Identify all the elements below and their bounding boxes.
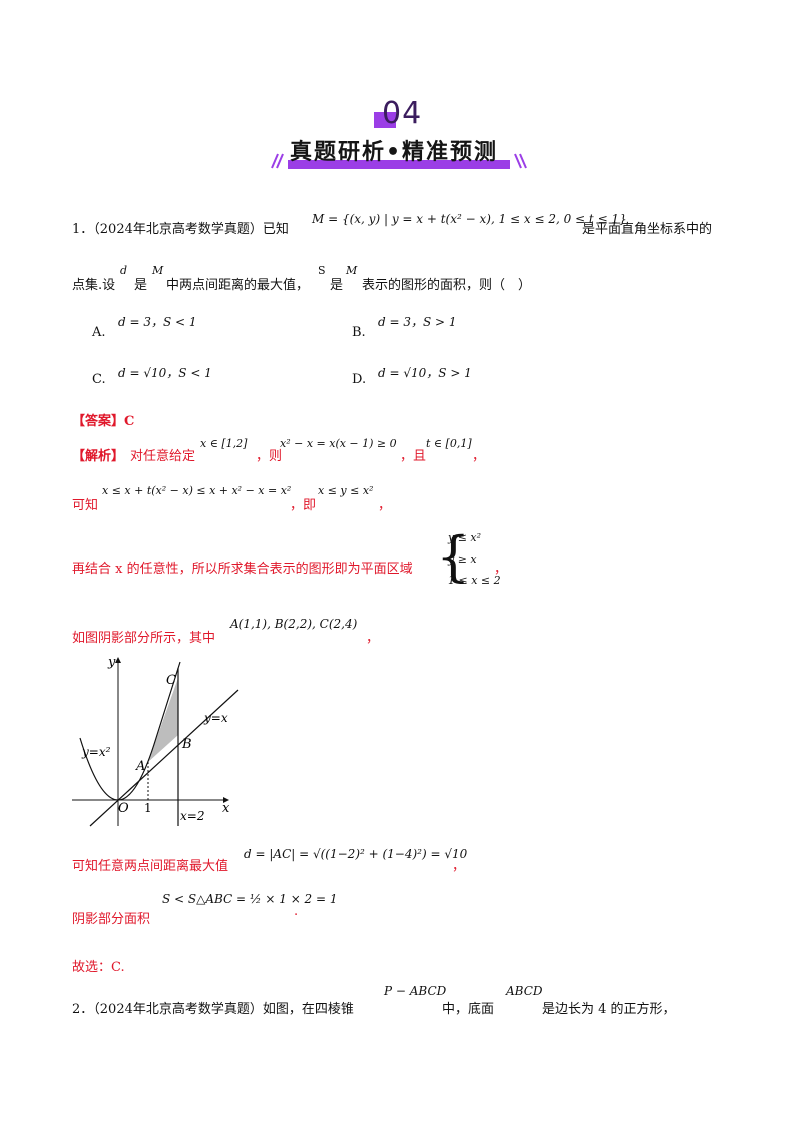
banner-graphic (271, 153, 527, 169)
analysis-l1-m2: x² − x = x(x − 1) ≥ 0 (280, 437, 397, 450)
analysis-l6-end: . (294, 904, 299, 919)
point-a-label: A (135, 759, 145, 774)
q2-m2: ABCD (506, 984, 543, 998)
analysis-l1-text: 对任意给定 (130, 449, 196, 464)
q1-line2-c: 中两点间距离的最大值， (166, 278, 310, 293)
analysis-l1-m3: t ∈ [0,1] (426, 437, 472, 450)
analysis-l4-end: ， (366, 631, 380, 646)
q1-line2-d2: 是 (330, 278, 344, 293)
point-b-label: B (181, 737, 192, 752)
line-y-equals-x (89, 689, 239, 827)
region-figure: y x O 1 y=x² y=x x=2 A B C (72, 655, 239, 827)
analysis-l6-text: 阴影部分面积 (72, 912, 151, 927)
analysis-l5-text: 可知任意两点间距离最大值 (72, 859, 229, 874)
point-c-label: C (166, 673, 176, 688)
section-number: 04 (382, 96, 423, 131)
analysis-l3-end: ， (494, 562, 508, 577)
q1-line2-b: 是 (134, 278, 148, 293)
analysis-l1-t2: ，则 (256, 449, 283, 464)
q1-option-c-letter: C. (92, 372, 106, 387)
q1-option-d-letter: D. (352, 372, 367, 387)
analysis-l2-t2: ，即 (290, 498, 317, 513)
analysis-l1-t3: ，且 (400, 449, 427, 464)
banner-title: 真题研析•精准预测 (290, 140, 499, 165)
q1-option-d-math: d = √10，S > 1 (378, 366, 472, 380)
number-highlight (374, 112, 396, 128)
y-axis-label: y (107, 655, 116, 670)
q1-line2-e: 表示的图形的面积，则（ ） (362, 278, 532, 293)
q1-line2-S: S (318, 264, 326, 277)
analysis-l2-t3: ， (378, 498, 392, 513)
analysis-l6-m: S < S△ABC = ½ × 1 × 2 = 1 (162, 892, 338, 906)
analysis-l4-m: A(1,1), B(2,2), C(2,4) (230, 617, 358, 631)
analysis-l5-end: ， (452, 859, 466, 874)
line-label: y=x (203, 711, 228, 725)
parabola-curve (79, 661, 181, 801)
q1-line2-a: 点集.设 (72, 278, 116, 293)
analysis-l3-sys-1: y ≤ x² (448, 531, 482, 544)
x-axis-label: x (222, 801, 230, 816)
q1-prefix: 1．（2024年北京高考数学真题）已知 (72, 222, 289, 237)
system-brace: { (436, 525, 471, 588)
q2-m1: P − ABCD (384, 984, 447, 998)
analysis-l1-t4: ， (472, 449, 486, 464)
q1-line2-d: d (120, 264, 128, 277)
q1-option-b-letter: B. (352, 325, 366, 340)
answer-label: 【答案】C (72, 414, 135, 429)
analysis-l2-m1: x ≤ x + t(x² − x) ≤ x + x² − x = x² (102, 484, 292, 497)
q2-t3: 是边长为 4 的正方形， (542, 1002, 676, 1017)
analysis-l3-sys-2: y ≥ x (448, 553, 477, 566)
q1-suffix: 是平面直角坐标系中的 (582, 222, 713, 237)
analysis-l4-text: 如图阴影部分所示，其中 (72, 631, 216, 646)
analysis-l5-m: d = |AC| = √((1−2)² + (1−4)²) = √10 (244, 847, 468, 861)
tick-1-label: 1 (144, 801, 152, 815)
origin-label: O (118, 801, 129, 816)
q1-option-a-letter: A. (92, 325, 106, 340)
q1-option-c-math: d = √10，S < 1 (118, 366, 212, 380)
analysis-l7-text: 故选：C. (72, 960, 125, 975)
q2-prefix: 2．（2024年北京高考数学真题）如图，在四棱锥 (72, 1002, 354, 1017)
vline-label: x=2 (180, 809, 204, 823)
analysis-l2-text: 可知 (72, 498, 99, 513)
analysis-l3-text: 再结合 x 的任意性，所以所求集合表示的图形即为平面区域 (72, 562, 413, 577)
analysis-l2-m2: x ≤ y ≤ x² (318, 484, 374, 497)
analysis-label: 【解析】 (72, 449, 125, 464)
parabola-label: y=x² (81, 745, 111, 759)
q1-option-a-math: d = 3，S < 1 (118, 315, 197, 329)
q1-option-b-math: d = 3，S > 1 (378, 315, 457, 329)
q1-line2-M: M (152, 264, 164, 277)
q1-line2-M2: M (346, 264, 358, 277)
analysis-l3-sys-3: 1 ≤ x ≤ 2 (448, 574, 501, 587)
analysis-l1-m1: x ∈ [1,2] (200, 437, 248, 450)
q2-t2: 中，底面 (442, 1002, 495, 1017)
q1-set-math: M = {(x, y) | y = x + t(x² − x), 1 ≤ x ≤… (312, 212, 627, 226)
